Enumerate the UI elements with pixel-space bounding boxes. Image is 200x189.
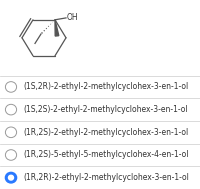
Text: (1R,2S)-2-ethyl-2-methylcyclohex-3-en-1-ol: (1R,2S)-2-ethyl-2-methylcyclohex-3-en-1-… bbox=[23, 128, 188, 137]
Polygon shape bbox=[55, 20, 59, 36]
Circle shape bbox=[5, 172, 17, 183]
Circle shape bbox=[8, 175, 14, 180]
Text: (1R,2S)-5-ethyl-5-methylcyclohex-4-en-1-ol: (1R,2S)-5-ethyl-5-methylcyclohex-4-en-1-… bbox=[23, 150, 188, 160]
Text: (1R,2R)-2-ethyl-2-methylcyclohex-3-en-1-ol: (1R,2R)-2-ethyl-2-methylcyclohex-3-en-1-… bbox=[23, 173, 189, 182]
Text: OH: OH bbox=[66, 13, 78, 22]
Text: (1S,2R)-2-ethyl-2-methylcyclohex-3-en-1-ol: (1S,2R)-2-ethyl-2-methylcyclohex-3-en-1-… bbox=[23, 82, 188, 91]
Text: (1S,2S)-2-ethyl-2-methylcyclohex-3-en-1-ol: (1S,2S)-2-ethyl-2-methylcyclohex-3-en-1-… bbox=[23, 105, 188, 114]
